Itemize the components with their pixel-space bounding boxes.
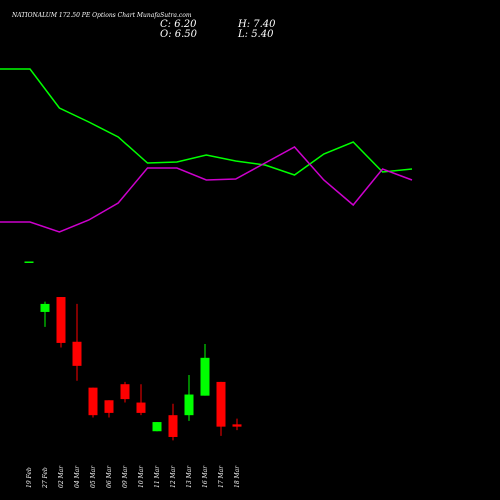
candle-8 xyxy=(136,384,146,416)
candle-body xyxy=(152,422,162,432)
x-tick-label: 11 Mar xyxy=(154,465,161,488)
open-label: O: 6.50 xyxy=(160,29,198,40)
candle-body xyxy=(40,303,50,312)
indicator-line-1 xyxy=(0,68,413,176)
x-tick-label: 02 Mar xyxy=(58,465,65,488)
high-label: H: 7.40 xyxy=(237,19,276,30)
candle-body xyxy=(184,394,194,416)
candle-11 xyxy=(184,375,194,421)
candle-5 xyxy=(88,387,98,418)
candle-4 xyxy=(72,303,82,381)
x-tick-label: 13 Mar xyxy=(186,465,193,488)
candle-body xyxy=(200,357,210,396)
candlesticks xyxy=(24,261,242,441)
x-tick-label: 04 Mar xyxy=(74,465,81,488)
indicator-line-2 xyxy=(0,146,413,233)
candle-2 xyxy=(40,301,50,327)
candle-13 xyxy=(216,381,226,436)
candle-12 xyxy=(200,344,210,396)
candle-body xyxy=(136,402,146,413)
x-tick-label: 10 Mar xyxy=(138,465,145,488)
x-tick-label: 27 Feb xyxy=(42,467,49,489)
x-tick-label: 16 Mar xyxy=(202,465,209,488)
low-label: L: 5.40 xyxy=(237,29,274,40)
candle-body xyxy=(168,415,178,437)
candle-14 xyxy=(232,418,242,431)
candle-1 xyxy=(24,261,34,263)
x-tick-label: 19 Feb xyxy=(26,467,33,488)
candle-10 xyxy=(168,403,178,441)
x-tick-label: 06 Mar xyxy=(106,465,113,488)
x-axis-ticks: 19 Feb 27 Feb 02 Mar 04 Mar 05 Mar 06 Mar 09 M… xyxy=(26,465,241,489)
x-tick-label: 18 Mar xyxy=(234,465,241,488)
close-label: C: 6.20 xyxy=(160,19,197,30)
candle-body xyxy=(88,387,98,416)
candle-9 xyxy=(152,422,162,432)
candle-body xyxy=(120,384,130,400)
chart-title: NATIONALUM 172.50 PE Options Chart Munaf… xyxy=(11,12,192,19)
candle-7 xyxy=(120,381,130,403)
candle-body xyxy=(56,297,66,343)
candle-body xyxy=(24,261,34,263)
candle-6 xyxy=(104,400,114,418)
candle-body xyxy=(232,424,242,427)
candle-3 xyxy=(56,297,66,348)
x-tick-label: 17 Mar xyxy=(218,465,225,488)
x-tick-label: 09 Mar xyxy=(122,465,129,488)
candle-body xyxy=(104,400,114,413)
x-tick-label: 12 Mar xyxy=(170,465,177,488)
candle-body xyxy=(72,341,82,366)
x-tick-label: 05 Mar xyxy=(90,465,97,488)
candle-body xyxy=(216,381,226,427)
indicator-lines xyxy=(0,68,413,233)
